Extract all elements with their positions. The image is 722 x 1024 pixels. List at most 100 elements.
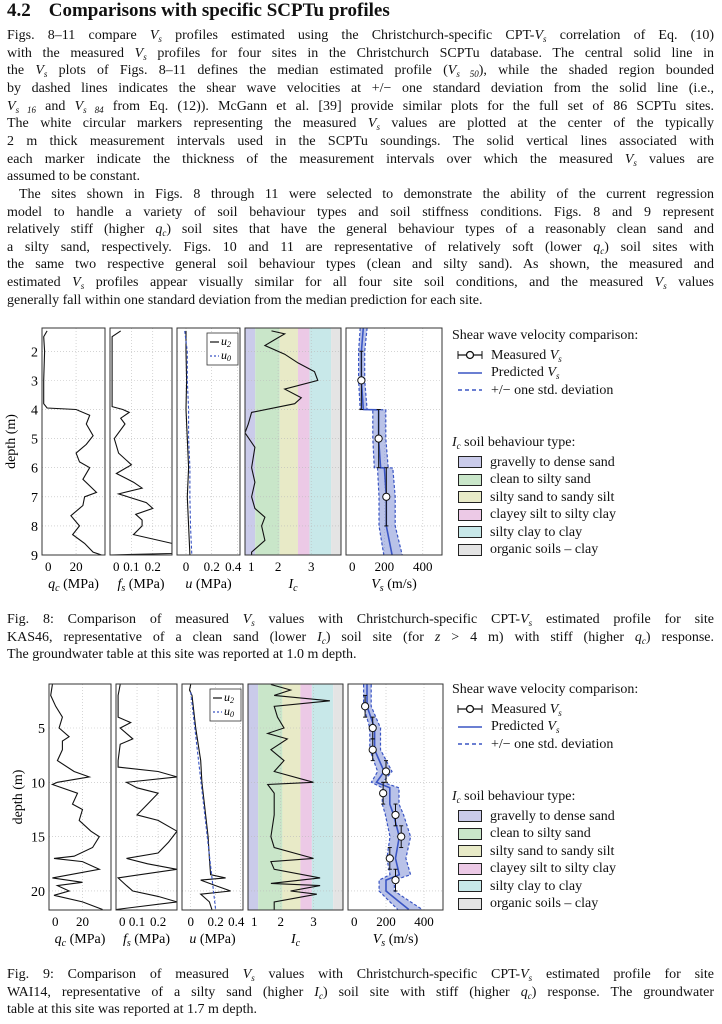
color-swatch <box>458 880 482 893</box>
math-symbol: Vs 84 <box>74 98 104 115</box>
series-Ic <box>265 684 330 910</box>
legend-label: silty clay to clay <box>490 878 583 894</box>
axis-symbol: V <box>371 577 381 592</box>
x-axis-label: qc (MPa) <box>55 932 106 949</box>
panel-frame <box>345 327 443 556</box>
measured-marker-icon <box>457 351 483 360</box>
math-symbol: Vs <box>520 967 533 983</box>
u-legend-label: u2 <box>221 334 231 349</box>
math-symbol: qc <box>634 629 646 646</box>
axis-subscript: s <box>127 938 131 949</box>
math-symbol: Ic <box>317 629 326 646</box>
measured-vs-marker <box>381 767 391 776</box>
series-u2 <box>185 330 191 555</box>
figure-9-legend: Shear wave velocity comparison: Measured … <box>452 681 638 913</box>
math-symbol: qc <box>155 222 167 239</box>
measured-vs-marker <box>357 376 366 385</box>
x-axis-label: fs (MPa) <box>117 577 164 594</box>
measured-vs-marker <box>397 832 406 841</box>
paragraph-line: relatively stiff (higher qc) soil sites … <box>7 222 714 239</box>
dashed-line-icon <box>458 389 482 391</box>
panel-u <box>177 328 240 555</box>
caption-line: Fig. 8: Comparison of measured Vs values… <box>7 612 714 628</box>
legend-item: silty sand to sandy silt <box>452 843 638 861</box>
series-qc <box>50 684 103 910</box>
y-axis-label: depth (m) <box>4 414 19 469</box>
solid-line-icon <box>458 726 482 728</box>
y-tick-label: 15 <box>31 831 45 846</box>
axis-unit: (m/s) <box>384 577 417 592</box>
paragraph-line: The sites shown in Figs. 8 through 11 we… <box>19 186 714 202</box>
legend-label: gravelly to dense sand <box>490 808 615 824</box>
panel-frame <box>115 683 178 911</box>
math-symbol: Vs <box>654 275 667 292</box>
panel-frame <box>181 683 244 911</box>
x-tick-label: 2 <box>278 914 285 929</box>
x-tick-label: 3 <box>310 914 317 929</box>
panel-frame <box>247 683 344 911</box>
x-tick-label: 0.4 <box>225 559 242 574</box>
series-fs <box>116 684 177 910</box>
x-tick-label: 0.4 <box>228 914 245 929</box>
math-symbol: Vs <box>72 275 85 292</box>
panel-qc <box>42 328 105 555</box>
panel-frame <box>347 683 444 911</box>
legend-item: clayey silt to silty clay <box>452 506 638 524</box>
paragraph-line: 2 m thick measurement intervals used in … <box>7 133 714 149</box>
axis-unit: (m/s) <box>385 932 418 947</box>
x-tick-label: 0.1 <box>129 914 145 929</box>
legend-label: Measured Vs <box>491 347 562 364</box>
axis-symbol: u <box>185 577 192 592</box>
x-tick-label: 0 <box>187 914 194 929</box>
math-symbol: Vs <box>534 28 547 44</box>
legend-item: organic soils – clay <box>452 895 638 913</box>
axis-symbol: I <box>290 932 297 947</box>
color-swatch <box>458 543 482 556</box>
color-swatch <box>458 862 482 875</box>
x-tick-label: 0 <box>113 559 120 574</box>
legend-item: clayey silt to silty clay <box>452 860 638 878</box>
x-tick-label: 0 <box>119 914 126 929</box>
legend-item: silty clay to clay <box>452 878 638 896</box>
solid-line-icon <box>458 372 482 374</box>
x-tick-label: 0.2 <box>204 559 220 574</box>
math-symbol: Vs <box>367 116 380 133</box>
paragraph-line: with the measured Vs profiles for four s… <box>7 45 714 62</box>
color-swatch <box>458 897 482 910</box>
series-u0 <box>184 330 193 555</box>
panel-u <box>182 684 243 910</box>
x-tick-label: 200 <box>375 559 395 574</box>
x-tick-label: 0 <box>351 914 358 929</box>
legend-header: Shear wave velocity comparison: <box>452 328 639 343</box>
legend-label: gravelly to dense sand <box>490 454 615 470</box>
color-swatch <box>458 827 482 840</box>
legend-item: silty clay to clay <box>452 524 638 542</box>
axis-unit: (MPa) <box>196 932 236 947</box>
u-legend-label: u2 <box>224 690 234 705</box>
x-tick-label: 20 <box>76 914 89 929</box>
x-tick-label: 2 <box>275 559 282 574</box>
legend-item: +/− one std. deviation <box>452 736 638 754</box>
legend-item: gravelly to dense sand <box>452 454 638 472</box>
u-legend-label: u0 <box>224 704 234 719</box>
legend-item: clean to silty sand <box>452 471 638 489</box>
legend-header: Ic soil behaviour type: <box>452 435 576 451</box>
axis-unit: (MPa) <box>66 932 106 947</box>
axis-symbol: u <box>189 932 196 947</box>
legend-header: Shear wave velocity comparison: <box>452 682 639 697</box>
ic-band <box>245 328 256 555</box>
x-axis-label: u (MPa) <box>189 932 236 947</box>
paragraph-line: by dashed lines indicates the shear wave… <box>7 80 714 96</box>
x-tick-label: 0 <box>52 914 59 929</box>
math-symbol: Vs <box>547 365 560 381</box>
paragraph-line: model to handle a variety of soil behavi… <box>7 204 714 220</box>
x-axis-label: qc (MPa) <box>48 577 99 594</box>
x-tick-label: 0.1 <box>123 559 139 574</box>
color-swatch <box>458 491 482 504</box>
paragraph-line: the same two respective general soil beh… <box>7 257 714 273</box>
legend-label: organic soils – clay <box>490 896 599 911</box>
axis-subscript: s <box>121 583 125 594</box>
plus-std-line <box>364 328 403 555</box>
legend-item: silty sand to sandy silt <box>452 489 638 507</box>
